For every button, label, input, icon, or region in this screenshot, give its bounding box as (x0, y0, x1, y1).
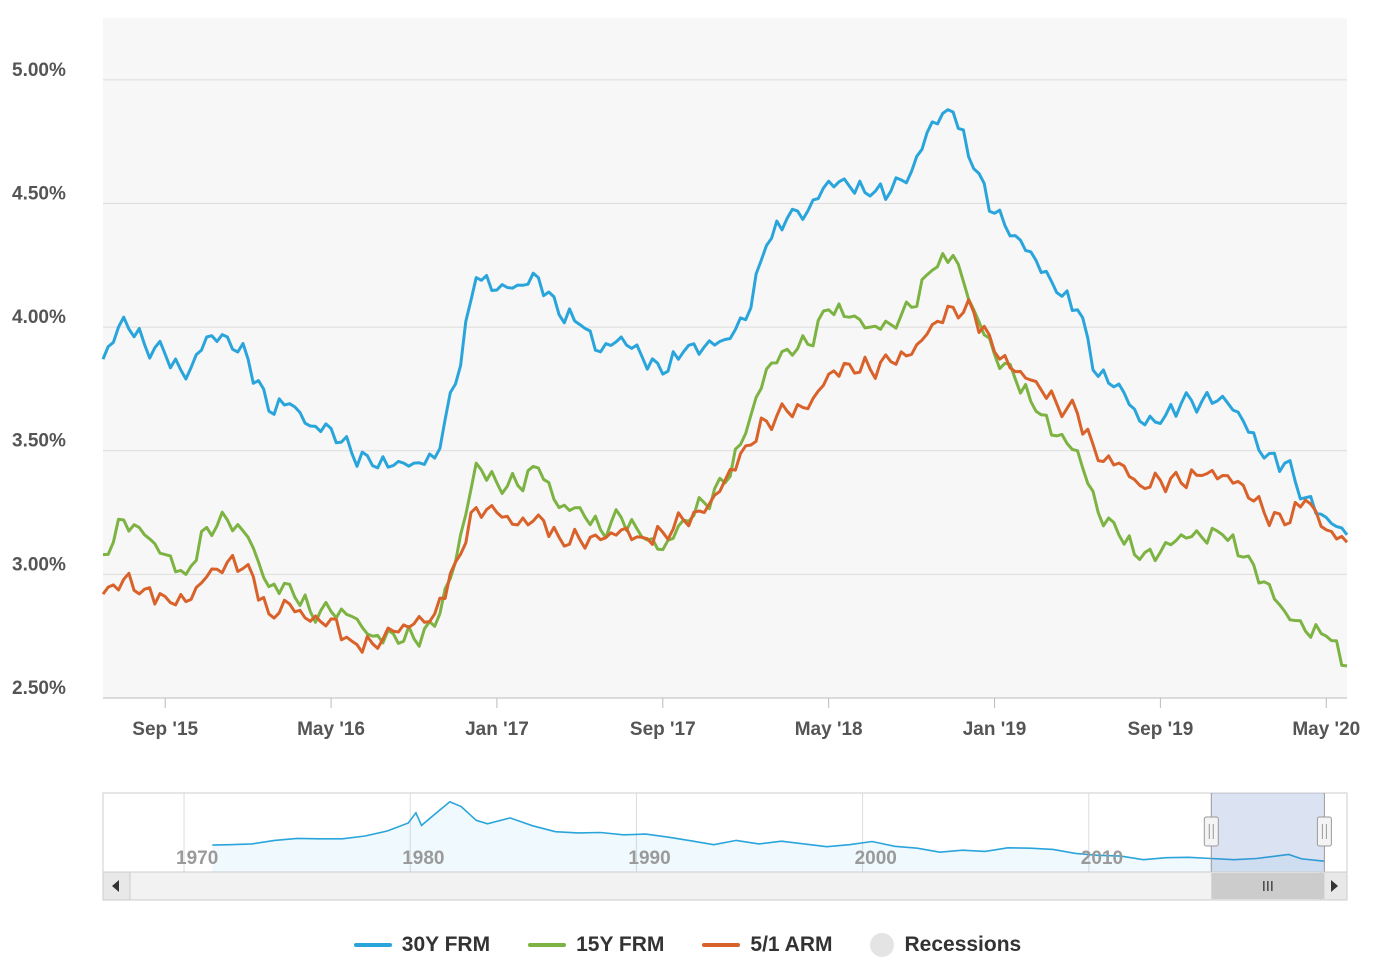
legend-item-30y-frm[interactable]: 30Y FRM (353, 933, 491, 957)
navigator-grid (183, 793, 1090, 872)
navigator-year-label: 1980 (402, 848, 444, 869)
scrollbar-track[interactable] (102, 871, 1348, 901)
legend-swatch-15y-frm (528, 943, 567, 947)
legend-label-5-1-arm: 5/1 ARM (750, 933, 833, 956)
navigator-area (212, 801, 1325, 872)
x-tick-label: May '20 (1292, 719, 1360, 740)
navigator-handle-left[interactable] (1203, 816, 1219, 847)
navigator-year-label: 2000 (855, 848, 897, 869)
series-lines[interactable] (101, 108, 1349, 668)
legend-dot-recessions (870, 933, 895, 957)
chart-legend: 30Y FRM 15Y FRM 5/1 ARM Recessions (0, 925, 1375, 965)
navigator-line (212, 800, 1325, 862)
series-line-30y-frm[interactable] (101, 108, 1349, 536)
legend-swatch-5-1-arm (702, 943, 741, 947)
y-tick-label: 4.50% (12, 183, 66, 204)
legend-item-15y-frm[interactable]: 15Y FRM (528, 933, 664, 957)
legend-label-30y-frm: 30Y FRM (401, 933, 491, 956)
navigator-year-label: 1970 (176, 848, 218, 869)
series-line-5-1-arm[interactable] (101, 298, 1349, 654)
x-tick-label: Sep '17 (630, 719, 696, 740)
x-tick-label: May '18 (795, 719, 863, 740)
legend-swatch-30y-frm (353, 943, 392, 947)
y-tick-label: 3.00% (12, 554, 66, 575)
x-tick-label: Jan '19 (963, 719, 1027, 740)
handle-body[interactable] (1316, 816, 1332, 847)
y-tick-label: 3.50% (12, 431, 66, 452)
y-axis: 2.50% 3.00% 3.50% 4.00% 4.50% 5.00% (12, 60, 66, 699)
plot-background (103, 18, 1347, 698)
navigator-scrollbar[interactable] (102, 871, 1348, 901)
x-tick-label: Sep '19 (1128, 719, 1194, 740)
scrollbar-thumb[interactable] (1211, 873, 1325, 899)
x-tick-label: May '16 (297, 719, 365, 740)
chevron-right-icon (1331, 880, 1338, 892)
legend-item-5-1-arm[interactable]: 5/1 ARM (702, 933, 832, 957)
legend-label-15y-frm: 15Y FRM (576, 933, 665, 956)
x-tick-label: Jan '17 (465, 719, 529, 740)
scrollbar-right-button[interactable] (1319, 871, 1348, 901)
x-axis: Sep '15 May '16 Jan '17 Sep '17 May '18 Jan '… (103, 697, 1360, 740)
grip-lines-icon (1263, 881, 1273, 891)
legend-item-recessions[interactable]: Recessions (870, 933, 1021, 957)
scrollbar-left-button[interactable] (102, 871, 131, 901)
legend-label-recessions: Recessions (904, 933, 1022, 956)
x-tick-label: Sep '15 (132, 719, 198, 740)
navigator-year-label: 2010 (1081, 848, 1123, 869)
handle-body[interactable] (1203, 816, 1219, 847)
navigator-selected-range[interactable] (1211, 793, 1325, 872)
y-tick-label: 5.00% (12, 60, 66, 81)
y-tick-label: 2.50% (12, 678, 66, 699)
navigator-handle-right[interactable] (1316, 816, 1332, 847)
chevron-left-icon (112, 880, 119, 892)
navigator-year-labels: 1970 1980 1990 2000 2010 (176, 848, 1123, 869)
navigator-year-label: 1990 (628, 848, 670, 869)
y-tick-label: 4.00% (12, 307, 66, 328)
range-navigator[interactable]: 1970 1980 1990 2000 2010 (102, 792, 1348, 873)
